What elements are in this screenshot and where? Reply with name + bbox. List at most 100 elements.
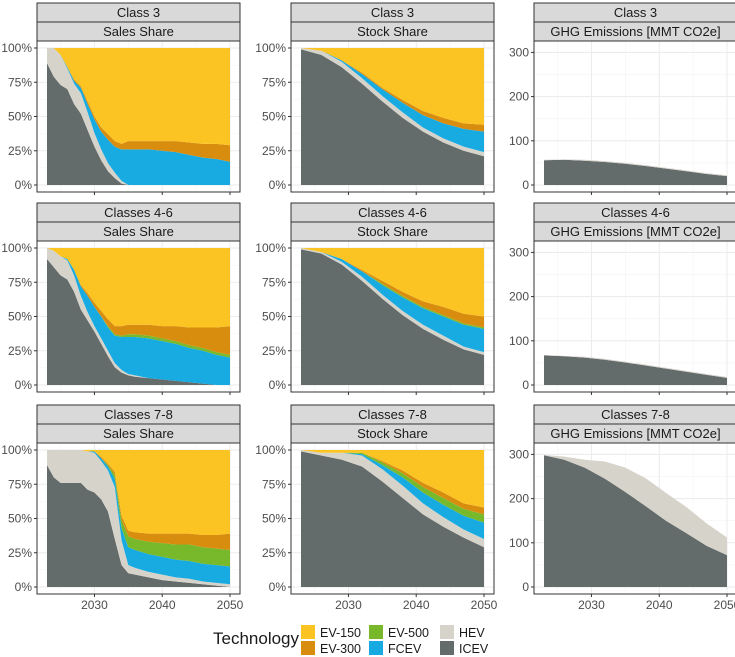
legend-label: HEV xyxy=(459,626,485,640)
y-tick-label: 0% xyxy=(15,378,33,392)
y-tick-label: 0% xyxy=(269,378,287,392)
area-fcev xyxy=(47,48,230,185)
area-fcev xyxy=(47,450,230,585)
y-tick-label: 100 xyxy=(509,134,529,148)
y-tick-label: 75% xyxy=(262,275,286,289)
facet-column-label: Sales Share xyxy=(103,24,174,39)
facet-row-label: Classes 7-8 xyxy=(358,407,427,422)
area-ev-300 xyxy=(301,450,484,515)
area-hev xyxy=(47,248,230,385)
y-tick-label: 100% xyxy=(1,443,32,457)
y-tick-label: 50% xyxy=(262,310,286,324)
legend-label: EV-150 xyxy=(320,626,361,640)
y-tick-label: 0% xyxy=(269,580,287,594)
facet-panel: Class 3 Sales Share 0% 25% 50% 75% 100% xyxy=(1,2,241,195)
y-tick-label: 50% xyxy=(262,110,286,124)
y-tick-label: 300 xyxy=(509,45,529,59)
facet-row-label: Class 3 xyxy=(614,5,657,20)
facet-panel: Classes 7-8 Stock Share 0% 25% 50% 75% 100% 203… xyxy=(255,404,498,612)
y-tick-label: 50% xyxy=(8,310,32,324)
area-ev-500 xyxy=(47,450,230,567)
legend-label: ICEV xyxy=(459,642,489,656)
panel-border xyxy=(533,442,735,595)
y-tick-label: 300 xyxy=(509,245,529,259)
y-tick-label: 75% xyxy=(262,75,286,89)
y-tick-label: 0% xyxy=(15,580,33,594)
facet-panel: Classes 7-8 Sales Share 0% 25% 50% 75% 100% 203… xyxy=(1,404,244,612)
area-ev-150 xyxy=(301,48,484,125)
facet-row-label: Classes 4-6 xyxy=(104,205,173,220)
area-fcev xyxy=(47,248,230,385)
x-tick-label: 2050 xyxy=(714,598,735,612)
facet-row-label: Classes 7-8 xyxy=(104,407,173,422)
area-ev-150 xyxy=(301,450,484,508)
facet-row-label: Class 3 xyxy=(117,5,160,20)
area-ev-500 xyxy=(47,248,230,358)
y-tick-label: 100 xyxy=(509,334,529,348)
area-ev-150 xyxy=(47,48,230,146)
facet-panel: Class 3 Stock Share 0% 25% 50% 75% 100% xyxy=(255,2,495,195)
y-tick-label: 25% xyxy=(262,344,286,358)
facet-row-label: Class 3 xyxy=(371,5,414,20)
x-tick-label: 2040 xyxy=(149,598,176,612)
y-tick-label: 0 xyxy=(522,178,529,192)
area-icev xyxy=(47,63,230,185)
area-fcev xyxy=(301,248,484,353)
area-icev xyxy=(544,455,727,587)
facet-panel: Classes 4-6 Stock Share 0% 25% 50% 75% 100% xyxy=(255,202,495,395)
legend-key-icev xyxy=(440,641,454,655)
facet-row-label: Classes 4-6 xyxy=(601,205,670,220)
y-tick-label: 100% xyxy=(255,443,286,457)
y-tick-label: 200 xyxy=(509,492,529,506)
y-tick-label: 25% xyxy=(8,546,32,560)
y-tick-label: 25% xyxy=(262,144,286,158)
y-tick-label: 0% xyxy=(269,178,287,192)
area-icev xyxy=(544,159,727,185)
facet-row-label: Classes 4-6 xyxy=(358,205,427,220)
legend-label: EV-500 xyxy=(388,626,429,640)
facet-panel: Classes 4-6 GHG Emissions [MMT CO2e] 0 100 2… xyxy=(509,202,735,395)
facet-panel: Classes 7-8 GHG Emissions [MMT CO2e] 0 100 2… xyxy=(509,404,735,612)
area-ev-300 xyxy=(47,450,230,551)
area-icev xyxy=(301,451,484,587)
facet-column-label: GHG Emissions [MMT CO2e] xyxy=(550,426,720,441)
area-ev-500 xyxy=(301,450,484,523)
area-hev xyxy=(47,48,230,185)
y-tick-label: 25% xyxy=(8,344,32,358)
facet-panel: Classes 4-6 Sales Share 0% 25% 50% 75% 100% xyxy=(1,202,241,395)
y-tick-label: 200 xyxy=(509,290,529,304)
y-tick-label: 25% xyxy=(8,144,32,158)
y-tick-label: 100% xyxy=(255,41,286,55)
facet-row-label: Classes 7-8 xyxy=(601,407,670,422)
facet-column-label: Stock Share xyxy=(357,224,428,239)
legend-label: EV-300 xyxy=(320,642,361,656)
y-tick-label: 200 xyxy=(509,90,529,104)
area-fcev xyxy=(301,450,484,540)
x-tick-label: 2050 xyxy=(471,598,498,612)
x-tick-label: 2030 xyxy=(81,598,108,612)
y-tick-label: 75% xyxy=(8,75,32,89)
legend-key-fcev xyxy=(369,641,383,655)
facet-column-label: Sales Share xyxy=(103,224,174,239)
y-tick-label: 300 xyxy=(509,447,529,461)
legend-key-ev-150 xyxy=(301,625,315,639)
area-ev-300 xyxy=(47,248,230,355)
y-tick-label: 75% xyxy=(8,477,32,491)
y-tick-label: 50% xyxy=(8,110,32,124)
legend-key-ev-300 xyxy=(301,641,315,655)
facet-column-label: Stock Share xyxy=(357,426,428,441)
area-icev xyxy=(47,258,230,385)
legend-label: FCEV xyxy=(388,642,422,656)
panel-border xyxy=(533,240,735,393)
y-tick-label: 0 xyxy=(522,580,529,594)
area-ev-300 xyxy=(301,248,484,328)
area-hev xyxy=(47,450,230,587)
area-ev-150 xyxy=(47,248,230,328)
area-icev xyxy=(301,249,484,385)
y-tick-label: 25% xyxy=(262,546,286,560)
area-ev-300 xyxy=(47,48,230,162)
y-tick-label: 100 xyxy=(509,536,529,550)
area-hev xyxy=(544,454,727,556)
y-tick-label: 100% xyxy=(255,241,286,255)
